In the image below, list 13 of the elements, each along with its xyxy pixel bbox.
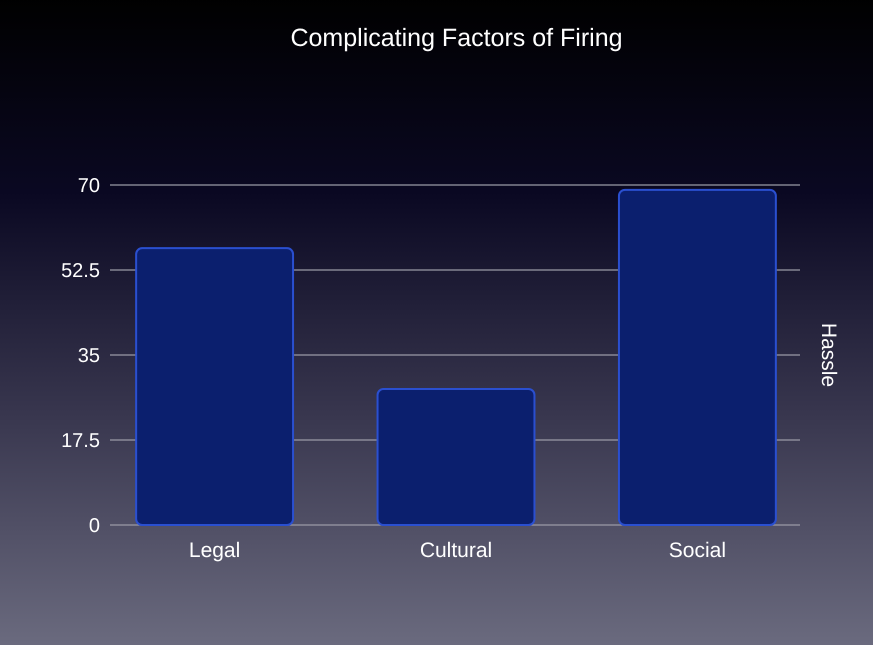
y-tick-label: 0 (88, 515, 100, 537)
y-tick-label: 52.5 (61, 260, 100, 282)
bar (376, 388, 536, 526)
chart-title: Complicating Factors of Firing (290, 24, 623, 52)
y-tick-label: 17.5 (61, 430, 100, 452)
x-tick-label: Social (668, 539, 726, 562)
x-tick-label: Cultural (420, 539, 492, 562)
y-tick-label: 35 (78, 345, 100, 367)
x-tick-label: Legal (188, 539, 240, 562)
bar (135, 247, 294, 526)
y-tick-label: 70 (78, 175, 100, 197)
bar (618, 188, 777, 526)
y-axis-title: Hassle (817, 322, 840, 388)
